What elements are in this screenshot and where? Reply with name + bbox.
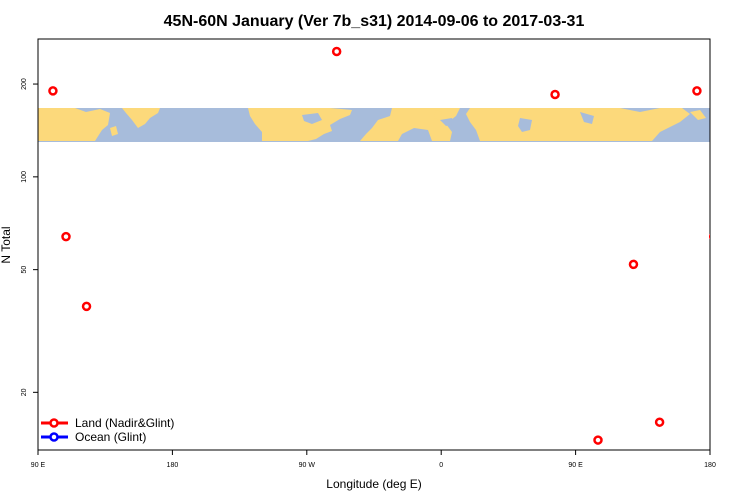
data-point: [708, 233, 710, 240]
data-point: [550, 89, 560, 100]
y-tick-label: 20: [21, 388, 28, 396]
x-axis-label: Longitude (deg E): [326, 477, 421, 491]
legend-marker: [49, 418, 59, 428]
x-tick-label: 90 E: [568, 462, 583, 469]
data-point: [48, 86, 58, 96]
y-tick-label: 50: [21, 266, 28, 274]
legend-marker: [49, 432, 59, 442]
map-strip-land: [38, 108, 690, 141]
x-tick-label: 180: [704, 462, 716, 469]
x-tick-label: 90 E: [31, 462, 46, 469]
legend-label: Ocean (Glint): [75, 430, 146, 444]
chart-title: 45N-60N January (Ver 7b_s31) 2014-09-06 …: [164, 13, 585, 30]
y-tick-label: 200: [21, 78, 28, 90]
data-point: [81, 301, 92, 312]
map-strip: [38, 108, 710, 142]
legend: Land (Nadir&Glint)Ocean (Glint): [41, 416, 174, 444]
data-point: [628, 259, 639, 270]
data-point: [731, 303, 738, 310]
data-point: [692, 86, 702, 96]
map-strip-water: [302, 112, 594, 132]
legend-label: Land (Nadir&Glint): [75, 416, 174, 430]
plot-frame: [37, 38, 711, 451]
x-tick-label: 0: [439, 462, 443, 469]
data-point: [654, 417, 665, 427]
axis-ticks: 90 E 180 90 W 0 90 E 180 20 50 100 200: [21, 78, 716, 469]
map-strip-islands: [110, 110, 706, 136]
y-axis-label: N Total: [0, 226, 13, 263]
data-point: [331, 46, 342, 57]
x-tick-label: 180: [167, 462, 179, 469]
data-point: [61, 231, 71, 242]
x-tick-label: 90 W: [299, 462, 316, 469]
y-tick-label: 100: [21, 171, 28, 183]
data-points: [48, 46, 738, 445]
data-point: [593, 435, 603, 445]
